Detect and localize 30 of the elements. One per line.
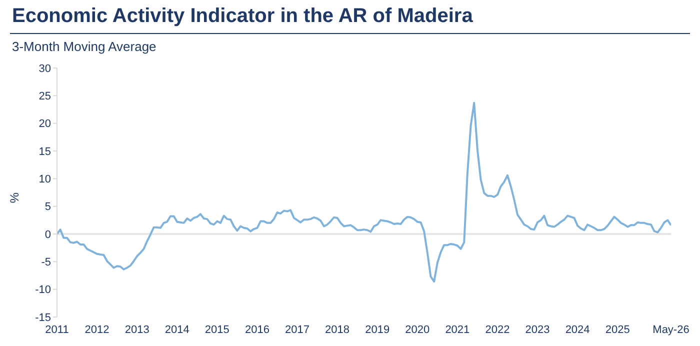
chart-title: Economic Activity Indicator in the AR of Madeira	[12, 5, 473, 28]
x-tick-label: 2024	[565, 324, 590, 336]
x-tick-label: 2018	[325, 324, 350, 336]
y-tick-label: -15	[35, 312, 51, 324]
y-tick-label: 5	[44, 201, 51, 214]
y-tick-label: 10	[38, 174, 51, 186]
x-tick-label: 2020	[405, 324, 430, 336]
y-tick-label: 30	[38, 62, 51, 75]
x-tick-label: 2014	[164, 324, 190, 336]
x-tick-label: 2025	[605, 324, 630, 336]
line-series	[57, 102, 671, 283]
y-tick-label: 0	[44, 228, 51, 241]
x-tick-label: 2011	[45, 324, 69, 336]
chart-subtitle: 3-Month Moving Average	[12, 39, 156, 54]
x-tick-label: 2015	[204, 324, 230, 336]
x-tick-label: 2023	[525, 324, 550, 336]
y-tick-label: 15	[38, 146, 51, 158]
y-tick-label: -5	[41, 256, 51, 269]
y-axis-title: %	[7, 192, 22, 204]
y-tick-label: 20	[38, 118, 51, 130]
x-tick-label: 2019	[365, 324, 390, 336]
x-tick-label: 2017	[285, 324, 310, 336]
x-tick-label: 2013	[124, 324, 150, 336]
x-tick-label: 2012	[84, 324, 110, 336]
x-tick-label: 2016	[244, 324, 270, 336]
y-tick-label: -10	[35, 284, 51, 296]
x-tick-label: 2021	[445, 324, 470, 336]
x-tick-label: 2022	[485, 324, 510, 336]
x-tick-label: May-26	[652, 324, 690, 336]
y-tick-label: 25	[38, 90, 51, 103]
